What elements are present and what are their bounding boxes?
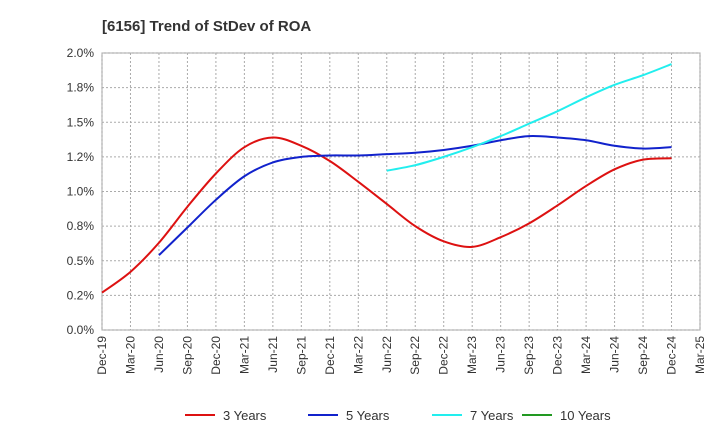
legend-label: 3 Years	[223, 408, 267, 423]
y-tick-label: 1.8%	[67, 81, 95, 95]
x-tick-label: Sep-20	[180, 336, 194, 375]
y-axis: 0.0% 0.2% 0.5% 0.8% 1.0% 1.2% 1.5% 1.8% 2.0%	[67, 46, 95, 337]
plot-area	[101, 52, 701, 331]
chart-title: [6156] Trend of StDev of ROA	[102, 18, 311, 35]
y-tick-label: 2.0%	[67, 46, 95, 60]
y-tick-label: 1.0%	[67, 185, 95, 199]
x-tick-label: Mar-23	[465, 336, 479, 374]
series-line-5-years	[158, 134, 672, 256]
x-tick-label: Jun-21	[266, 336, 280, 373]
y-tick-label: 0.8%	[67, 219, 95, 233]
series-lines	[101, 63, 672, 294]
legend-label: 5 Years	[346, 408, 390, 423]
y-tick-label: 0.2%	[67, 288, 95, 302]
x-tick-label: Mar-25	[693, 336, 707, 374]
x-tick-label: Sep-22	[408, 336, 422, 375]
x-tick-label: Dec-21	[323, 336, 337, 375]
legend-item: 10 Years	[522, 408, 611, 423]
x-tick-label: Mar-20	[123, 336, 137, 374]
y-tick-label: 0.5%	[67, 254, 95, 268]
x-tick-label: Jun-23	[494, 336, 508, 373]
x-tick-label: Dec-19	[95, 336, 109, 375]
x-tick-label: Mar-21	[237, 336, 251, 374]
x-tick-label: Jun-22	[380, 336, 394, 373]
x-tick-label: Dec-22	[437, 336, 451, 375]
legend-item: 3 Years	[185, 408, 267, 423]
x-tick-label: Dec-23	[551, 336, 565, 375]
y-tick-label: 1.5%	[67, 115, 95, 129]
series-line-3-years	[101, 136, 672, 294]
x-tick-label: Sep-24	[636, 336, 650, 375]
y-tick-label: 0.0%	[67, 323, 95, 337]
legend-item: 7 Years	[432, 408, 514, 423]
legend: 3 Years 5 Years 7 Years 10 Years	[185, 408, 611, 423]
x-tick-label: Dec-20	[209, 336, 223, 375]
x-tick-label: Jun-20	[152, 336, 166, 373]
x-tick-label: Jun-24	[608, 336, 622, 373]
x-axis: Dec-19 Mar-20 Jun-20 Sep-20 Dec-20 Mar-21 Jun-…	[95, 336, 707, 375]
x-tick-label: Dec-24	[665, 336, 679, 375]
legend-item: 5 Years	[308, 408, 390, 423]
y-tick-label: 1.2%	[67, 150, 95, 164]
legend-label: 10 Years	[560, 408, 611, 423]
legend-label: 7 Years	[470, 408, 514, 423]
x-tick-label: Mar-24	[579, 336, 593, 374]
x-tick-label: Sep-21	[294, 336, 308, 375]
series-line-7-years	[386, 63, 672, 172]
x-tick-label: Mar-22	[351, 336, 365, 374]
x-tick-label: Sep-23	[522, 336, 536, 375]
